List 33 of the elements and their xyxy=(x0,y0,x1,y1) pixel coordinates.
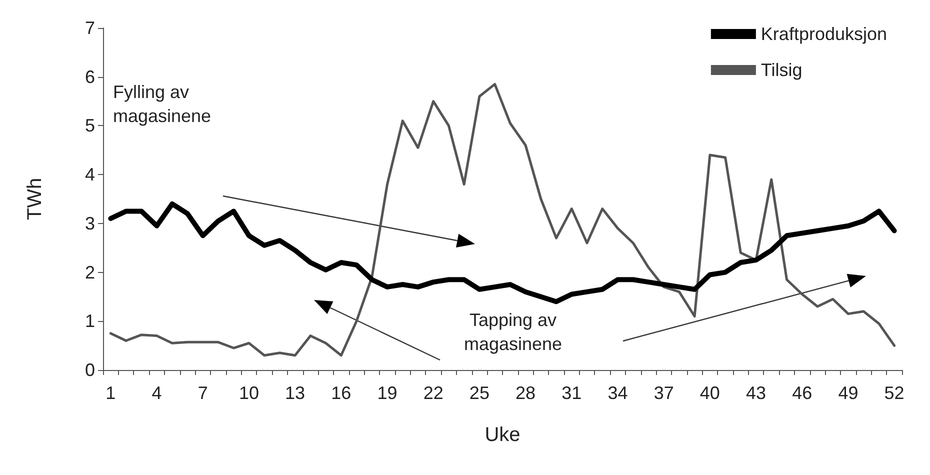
x-tick-label: 49 xyxy=(838,383,858,403)
legend-label: Tilsig xyxy=(760,60,802,80)
y-tick-label: 7 xyxy=(84,18,95,38)
line-series xyxy=(109,82,896,357)
x-tick-label: 16 xyxy=(331,383,352,403)
x-tick-label: 10 xyxy=(238,383,259,403)
y-tick-label: 0 xyxy=(84,360,95,380)
annotation: Tapping av magasinene xyxy=(464,310,562,354)
y-tick-label: 4 xyxy=(84,164,95,185)
x-tick-label: 13 xyxy=(285,383,306,403)
x-tick-label: 4 xyxy=(152,383,162,403)
legend-label: Kraftproduksjon xyxy=(760,24,888,44)
x-tick-label: 31 xyxy=(562,383,582,403)
x-tick-label: 1 xyxy=(106,383,116,403)
x-tick-label: 34 xyxy=(608,383,628,403)
x-tick-label: 28 xyxy=(516,383,536,403)
x-tick-label: 37 xyxy=(654,383,674,403)
x-tick-label: 25 xyxy=(469,383,490,403)
y-tick-label: 5 xyxy=(84,116,95,136)
annotation: Fylling av magasinene xyxy=(113,82,212,126)
y-tick-label: 3 xyxy=(84,213,95,234)
x-tick-label: 40 xyxy=(700,383,720,403)
x-tick-label: 52 xyxy=(884,383,904,403)
y-tick-label: 2 xyxy=(84,262,95,282)
y-axis-title: TWh xyxy=(24,178,46,220)
y-tick-label: 1 xyxy=(84,311,95,332)
x-tick-label: 46 xyxy=(792,383,812,403)
x-tick-label: 43 xyxy=(746,383,766,403)
x-tick-label: 19 xyxy=(377,383,398,403)
x-axis-title: Uke xyxy=(484,424,520,446)
x-tick-label: 22 xyxy=(423,383,444,403)
x-tick-label: 7 xyxy=(198,383,208,403)
y-tick-label: 6 xyxy=(84,66,95,87)
